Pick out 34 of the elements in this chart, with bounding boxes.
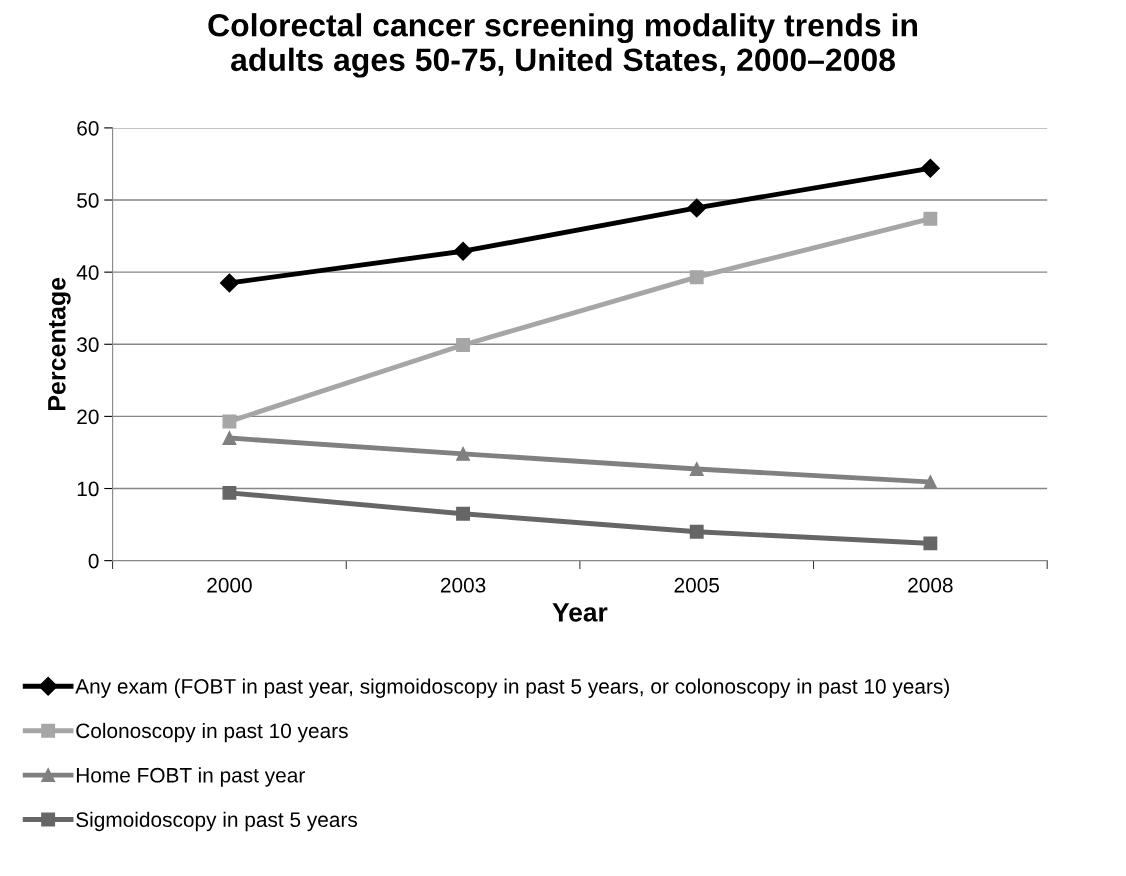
y-axis-title: Percentage <box>48 277 71 410</box>
y-tick-label: 0 <box>88 553 99 569</box>
point <box>222 414 237 429</box>
point <box>222 485 237 500</box>
x-tick-label: 2003 <box>440 577 486 593</box>
legend-label: Colonoscopy in past 10 years <box>76 722 348 743</box>
chart-title: Colorectal cancer screening modality trends in adults ages 50-75, United States, 2000–2008 <box>208 13 917 78</box>
point <box>456 506 471 521</box>
x-tick-label: 2000 <box>207 577 252 593</box>
point <box>689 462 704 476</box>
point <box>687 198 707 218</box>
legend-label: Any exam (FOBT in past year, sigmoidoscopy in past 5 years, or colonoscopy in past 10 years) <box>75 678 949 698</box>
legend-label: Sigmoidoscopy in past 5 years <box>76 811 358 832</box>
legend-label: Home FOBT in past year <box>76 767 305 787</box>
point <box>222 431 237 445</box>
point <box>453 241 473 261</box>
y-tick-label: 30 <box>77 337 99 353</box>
point <box>920 158 940 178</box>
y-tick-label: 40 <box>76 265 99 280</box>
point <box>689 270 704 285</box>
point <box>456 338 471 352</box>
point <box>923 211 938 226</box>
point <box>689 524 704 539</box>
point <box>923 475 938 489</box>
x-tick-label: 2008 <box>908 577 953 593</box>
point <box>456 446 471 461</box>
y-tick-label: 10 <box>77 481 99 497</box>
y-tick-label: 60 <box>77 120 99 136</box>
y-tick-label: 20 <box>77 409 99 425</box>
point <box>923 536 938 551</box>
x-axis-title: Year <box>552 603 608 622</box>
point <box>219 273 239 293</box>
y-tick-label: 50 <box>77 193 99 208</box>
x-tick-label: 2005 <box>674 577 720 593</box>
